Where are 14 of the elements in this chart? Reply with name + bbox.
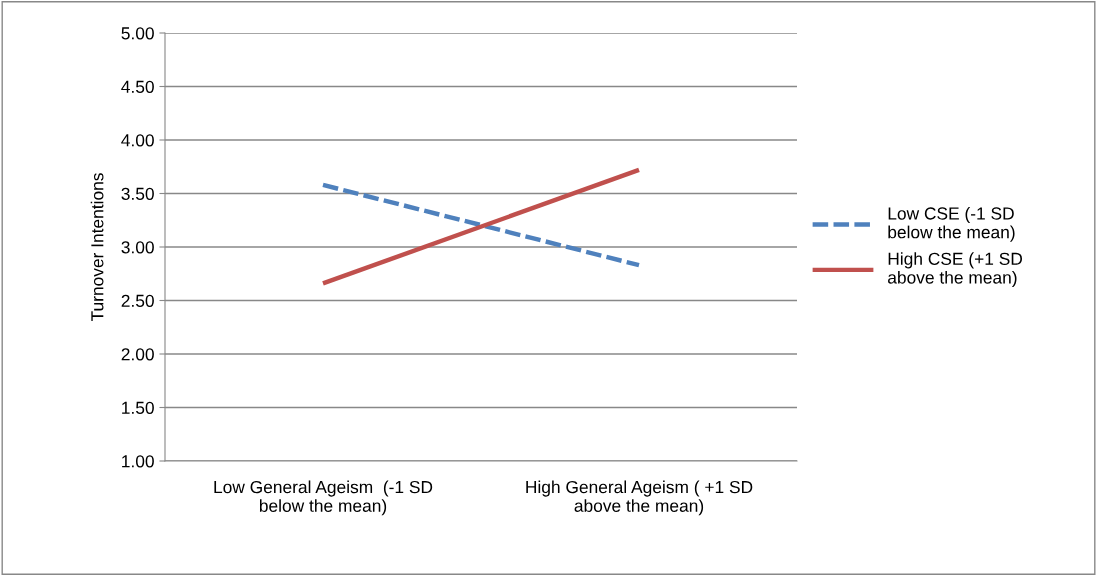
legend-label: Low CSE (-1 SD below the mean) <box>888 206 1015 242</box>
y-tick-label: 3.00 <box>121 241 154 254</box>
y-tick-label: 2.50 <box>121 294 154 307</box>
x-tick-label: Low General Ageism (-1 SD below the mean) <box>214 480 433 516</box>
y-tick-label: 3.50 <box>121 187 154 200</box>
y-axis-title: Turnover Intentions <box>90 173 104 322</box>
y-tick-label: 5.00 <box>121 27 154 40</box>
y-tick-label: 4.00 <box>121 134 154 147</box>
legend-label: High CSE (+1 SD above the mean) <box>888 252 1023 288</box>
y-tick-label: 1.50 <box>122 401 154 414</box>
y-tick-label: 1.00 <box>122 455 154 468</box>
x-tick-label: High General Ageism ( +1 SD above the mean) <box>526 480 753 516</box>
y-tick-label: 2.00 <box>121 348 154 361</box>
y-tick-label: 4.50 <box>121 80 154 93</box>
